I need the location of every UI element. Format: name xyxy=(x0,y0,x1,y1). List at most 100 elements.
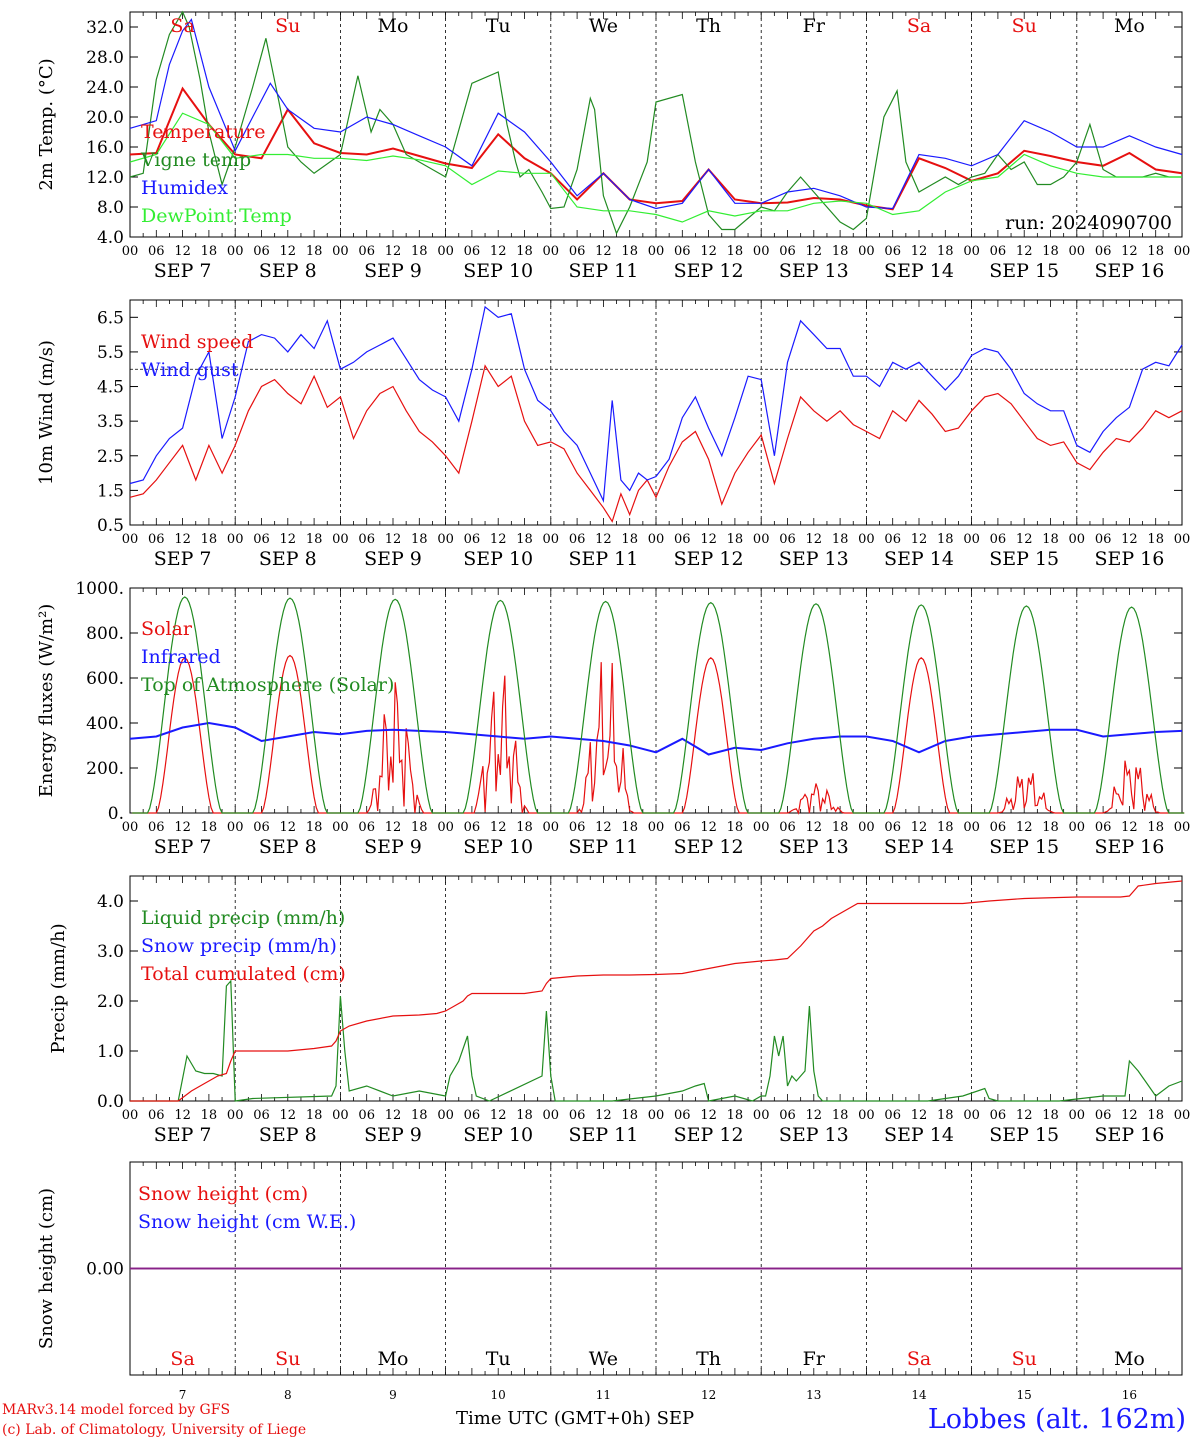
hour-label: 06 xyxy=(148,244,165,259)
hour-label: 06 xyxy=(674,532,691,547)
hour-label: 00 xyxy=(1069,532,1086,547)
hour-label: 06 xyxy=(779,820,796,835)
hour-label: 12 xyxy=(1121,820,1138,835)
legend-entry: Top of Atmosphere (Solar) xyxy=(141,674,394,696)
hour-label: 12 xyxy=(385,244,402,259)
day-abbr-label: Su xyxy=(1012,1348,1037,1370)
hour-label: 18 xyxy=(201,820,218,835)
hour-label: 12 xyxy=(385,1108,402,1123)
hour-label: 18 xyxy=(621,1108,638,1123)
day-abbr-label: Su xyxy=(275,15,300,37)
hour-label: 00 xyxy=(227,820,244,835)
panel-3: 0. 200. 400. 600. 800. 1000. Energy fluxes (W/… xyxy=(36,579,1190,858)
hour-label: 00 xyxy=(753,1108,770,1123)
y-tick-label: 24.0 xyxy=(86,78,124,98)
hour-label: 00 xyxy=(227,244,244,259)
date-label: SEP 8 xyxy=(259,836,317,858)
hour-label: 06 xyxy=(990,820,1007,835)
day-abbr-label: Sa xyxy=(907,15,931,37)
hour-label: 18 xyxy=(306,1108,323,1123)
hour-label: 18 xyxy=(1147,244,1164,259)
date-label: SEP 16 xyxy=(1094,548,1164,570)
hour-label: 12 xyxy=(700,532,717,547)
y-tick-label: 16.0 xyxy=(86,138,124,158)
day-abbr-label: Fr xyxy=(803,15,826,37)
hour-label: 06 xyxy=(1095,244,1112,259)
hour-label: 12 xyxy=(911,244,928,259)
hour-label: 00 xyxy=(1069,820,1086,835)
legend-entry: Temperature xyxy=(141,121,265,143)
hour-label: 12 xyxy=(806,532,823,547)
hour-label: 12 xyxy=(595,820,612,835)
panel-frame xyxy=(129,299,1183,526)
date-label: SEP 11 xyxy=(568,836,638,858)
hour-label: 06 xyxy=(674,1108,691,1123)
day-number-label: 14 xyxy=(911,1388,927,1402)
y-tick-label: 12.0 xyxy=(86,168,124,188)
hour-label: 06 xyxy=(990,1108,1007,1123)
date-label: SEP 15 xyxy=(989,548,1059,570)
hour-label: 00 xyxy=(227,1108,244,1123)
hour-label: 12 xyxy=(1121,244,1138,259)
hour-label: 00 xyxy=(753,820,770,835)
y-tick-label: 4.5 xyxy=(97,378,124,398)
day-abbr-label: Tu xyxy=(486,15,511,37)
hour-label: 18 xyxy=(1147,820,1164,835)
hour-label: 18 xyxy=(516,532,533,547)
hour-label: 12 xyxy=(174,820,191,835)
hour-label: 00 xyxy=(753,244,770,259)
date-label: SEP 8 xyxy=(259,1124,317,1146)
date-label: SEP 8 xyxy=(259,548,317,570)
day-abbr-label: Fr xyxy=(803,1348,826,1370)
hour-label: 00 xyxy=(1174,532,1191,547)
hour-label: 18 xyxy=(201,244,218,259)
y-tick-label: 32.0 xyxy=(86,18,124,38)
hour-label: 12 xyxy=(1016,1108,1033,1123)
date-label: SEP 15 xyxy=(989,836,1059,858)
hour-label: 18 xyxy=(727,532,744,547)
date-label: SEP 12 xyxy=(674,836,744,858)
hour-label: 12 xyxy=(490,244,507,259)
hour-label: 18 xyxy=(201,1108,218,1123)
date-label: SEP 13 xyxy=(779,1124,849,1146)
date-label: SEP 12 xyxy=(674,548,744,570)
day-number-label: 11 xyxy=(596,1388,611,1402)
date-label: SEP 11 xyxy=(568,1124,638,1146)
hour-label: 18 xyxy=(1042,244,1059,259)
hour-label: 00 xyxy=(543,820,560,835)
hour-label: 12 xyxy=(174,244,191,259)
hour-label: 12 xyxy=(490,820,507,835)
date-label: SEP 14 xyxy=(884,260,954,282)
hour-label: 18 xyxy=(937,532,954,547)
hour-label: 00 xyxy=(543,532,560,547)
hour-label: 12 xyxy=(911,1108,928,1123)
date-label: SEP 13 xyxy=(779,548,849,570)
hour-label: 18 xyxy=(411,532,428,547)
series-line-humidex xyxy=(129,18,1183,210)
hour-label: 06 xyxy=(464,820,481,835)
y-tick-label: 5.5 xyxy=(97,343,124,363)
hour-label: 12 xyxy=(595,244,612,259)
hour-label: 18 xyxy=(1042,532,1059,547)
day-abbr-label: Mo xyxy=(378,15,409,37)
hour-label: 00 xyxy=(858,244,875,259)
day-abbr-label: We xyxy=(589,15,618,37)
hour-label: 06 xyxy=(253,1108,270,1123)
panel-2: 0.5 1.5 2.5 3.5 4.5 5.5 6.5 10m Wind (m/s) 00 06 1… xyxy=(36,299,1191,570)
hour-label: 06 xyxy=(1095,532,1112,547)
hour-label: 18 xyxy=(937,1108,954,1123)
panel-4: 0.0 1.0 2.0 3.0 4.0 Precip (mm/h) 00 06 12 18 00 06… xyxy=(48,875,1191,1146)
day-number-label: 9 xyxy=(389,1388,397,1402)
day-abbr-label: Mo xyxy=(378,1348,409,1370)
hour-label: 00 xyxy=(1174,1108,1191,1123)
hour-label: 00 xyxy=(122,820,139,835)
date-label: SEP 14 xyxy=(884,836,954,858)
panels-group: 4.0 8.0 12.0 16.0 20.0 24.0 28.0 32.0 2m Temp. (… xyxy=(36,10,1191,1402)
day-abbr-label: Su xyxy=(275,1348,300,1370)
hour-label: 06 xyxy=(148,820,165,835)
hour-label: 18 xyxy=(621,820,638,835)
legend-entry: Wind gust xyxy=(141,359,239,381)
panel-frame xyxy=(129,587,1183,814)
day-abbr-label: Sa xyxy=(170,1348,194,1370)
date-label: SEP 9 xyxy=(364,1124,422,1146)
